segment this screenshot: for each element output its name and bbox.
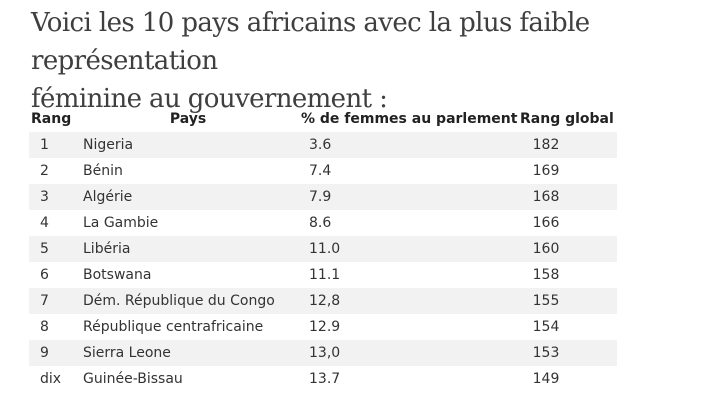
cell-women-percentage: 13.7 [297, 366, 520, 392]
cell-rank: 9 [29, 340, 79, 366]
header-global-rank: Rang global [520, 111, 614, 127]
cell-global-rank: 169 [532, 163, 560, 179]
cell-women-percentage: 8.6 [297, 210, 520, 236]
table-row: 2 Bénin 7.4 169 [29, 158, 617, 184]
cell-country: Algérie [79, 184, 297, 210]
table-row: dix Guinée-Bissau 13.7 149 [29, 366, 617, 392]
cell-women-percentage: 7.4 [297, 158, 520, 184]
cell-women-percentage: 11.1 [297, 262, 520, 288]
header-women-percentage: % de femmes au parlement [301, 111, 518, 127]
table-row: 6 Botswana 11.1 158 [29, 262, 617, 288]
cell-rank: dix [29, 366, 79, 392]
cell-global-rank: 160 [532, 241, 560, 257]
table-row: 5 Libéria 11.0 160 [29, 236, 617, 262]
cell-rank: 7 [29, 288, 79, 314]
table-row: 9 Sierra Leone 13,0 153 [29, 340, 617, 366]
cell-rank: 8 [29, 314, 79, 340]
intro-text: Voici les 10 pays africains avec la plus… [31, 4, 701, 118]
intro-line-2: féminine au gouvernement : [31, 84, 388, 114]
cell-women-percentage: 7.9 [297, 184, 520, 210]
cell-country: Dém. République du Congo [79, 288, 297, 314]
cell-country: La Gambie [79, 210, 297, 236]
cell-rank: 3 [29, 184, 79, 210]
cell-country: Sierra Leone [79, 340, 297, 366]
cell-country: Guinée-Bissau [79, 366, 297, 392]
table-row: 3 Algérie 7.9 168 [29, 184, 617, 210]
cell-global-rank: 155 [532, 293, 560, 309]
cell-country: République centrafricaine [79, 314, 297, 340]
cell-women-percentage: 12,8 [297, 288, 520, 314]
cell-women-percentage: 12.9 [297, 314, 520, 340]
cell-women-percentage: 3.6 [297, 132, 520, 158]
table-row: 8 République centrafricaine 12.9 154 [29, 314, 617, 340]
cell-country: Libéria [79, 236, 297, 262]
cell-country: Bénin [79, 158, 297, 184]
cell-global-rank: 158 [532, 267, 560, 283]
cell-rank: 1 [29, 132, 79, 158]
table-row: 1 Nigeria 3.6 182 [29, 132, 617, 158]
cell-global-rank: 149 [532, 371, 560, 387]
cell-country: Nigeria [79, 132, 297, 158]
cell-global-rank: 153 [532, 345, 560, 361]
cell-global-rank: 182 [532, 137, 560, 153]
cell-global-rank: 154 [532, 319, 560, 335]
cell-global-rank: 168 [532, 189, 560, 205]
cell-country: Botswana [79, 262, 297, 288]
table-row: 7 Dém. République du Congo 12,8 155 [29, 288, 617, 314]
cell-rank: 2 [29, 158, 79, 184]
ranking-table: Rang Pays % de femmes au parlement Rang … [29, 106, 617, 392]
cell-rank: 6 [29, 262, 79, 288]
cell-rank: 5 [29, 236, 79, 262]
table-row: 4 La Gambie 8.6 166 [29, 210, 617, 236]
intro-line-1: Voici les 10 pays africains avec la plus… [31, 8, 590, 76]
table-header-row: Rang Pays % de femmes au parlement Rang … [29, 106, 617, 132]
header-rank: Rang [31, 111, 72, 127]
cell-women-percentage: 11.0 [297, 236, 520, 262]
header-country: Pays [169, 111, 207, 127]
cell-rank: 4 [29, 210, 79, 236]
cell-global-rank: 166 [532, 215, 560, 231]
cell-women-percentage: 13,0 [297, 340, 520, 366]
